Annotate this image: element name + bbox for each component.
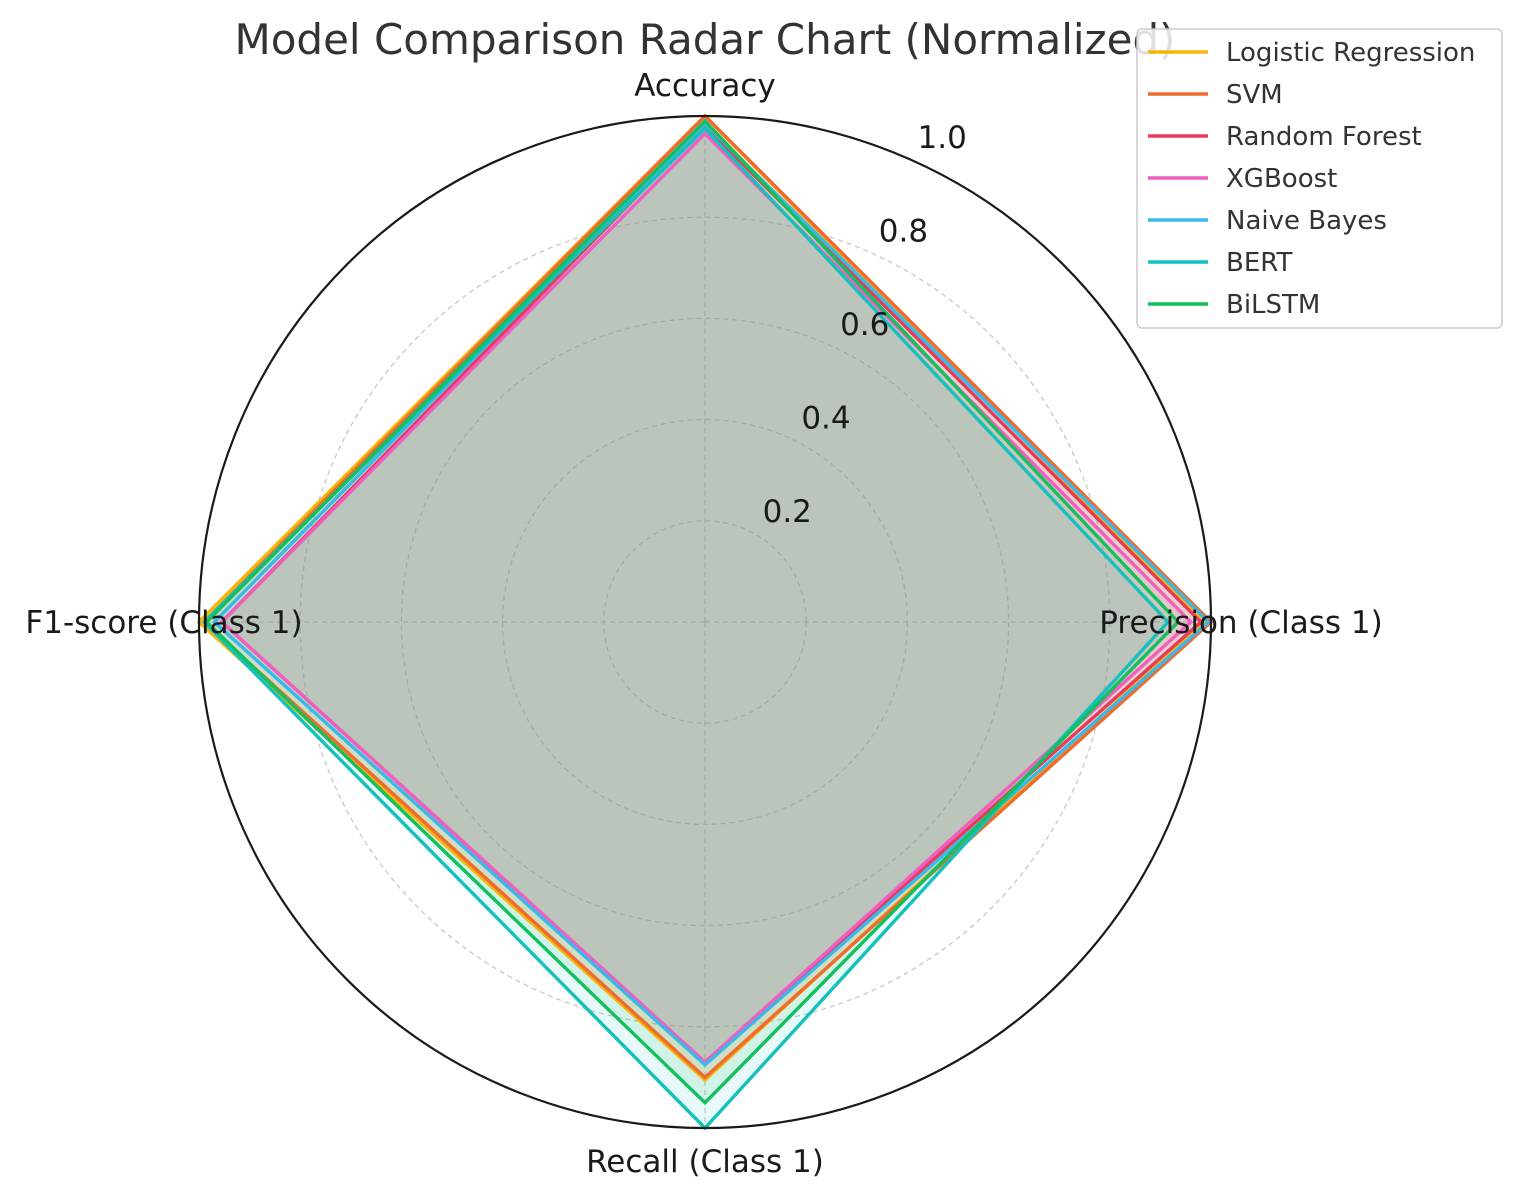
r-tick-label: 0.4	[801, 400, 850, 436]
legend-label: SVM	[1226, 80, 1283, 110]
r-tick-label: 0.8	[879, 213, 928, 249]
r-tick-label: 0.2	[763, 494, 812, 530]
series-line-svm	[201, 113, 1214, 1080]
series-line-naive-bayes	[211, 121, 1211, 1068]
outer-ring	[197, 114, 1213, 1130]
legend-label: Logistic Regression	[1226, 38, 1475, 68]
series-fill-xgboost	[221, 133, 1191, 1063]
axis-label-f1-score-class-1: F1-score (Class 1)	[25, 605, 302, 641]
legend-box	[1136, 28, 1503, 329]
series-line-bilstm	[204, 118, 1181, 1106]
legend-label: XGBoost	[1226, 164, 1337, 194]
legend-item-naive-bayes: Naive Bayes	[1148, 206, 1387, 236]
r-tick-label: 0.6	[840, 307, 889, 343]
axis-labels: Accuracy Precision (Class 1) Recall (Class…	[25, 68, 1382, 1180]
grid-layer	[199, 116, 1211, 1128]
series-fill-bilstm	[206, 121, 1179, 1103]
legend-label: BiLSTM	[1226, 290, 1320, 320]
legend-item-xgboost: XGBoost	[1148, 164, 1337, 194]
legend-label: Naive Bayes	[1226, 206, 1387, 236]
r-tick-label: 1.0	[918, 120, 967, 156]
series-fill-random-forest	[221, 126, 1201, 1063]
legend-item-random-forest: Random Forest	[1148, 122, 1422, 152]
axis-label-precision-class-1: Precision (Class 1)	[1099, 605, 1383, 641]
radial-tick-labels: 0.2 0.4 0.6 0.8 1.0	[763, 120, 967, 530]
axis-label-accuracy: Accuracy	[634, 68, 776, 104]
legend-label: BERT	[1226, 248, 1292, 278]
legend-item-logistic-regression: Logistic Regression	[1148, 38, 1475, 68]
grid-ring-3	[299, 216, 1111, 1028]
legend-item-svm: SVM	[1148, 80, 1283, 110]
legend-item-bert: BERT	[1148, 248, 1292, 278]
chart-title: Model Comparison Radar Chart (Normalized…	[234, 15, 1175, 64]
series-fill-layer	[199, 116, 1212, 1128]
series-line-xgboost	[219, 131, 1194, 1065]
grid-ring-2	[400, 317, 1010, 927]
legend: Logistic Regression SVM Random Forest XGBoo…	[1136, 28, 1503, 329]
axis-label-recall-class-1: Recall (Class 1)	[586, 1144, 824, 1180]
legend-item-bilstm: BiLSTM	[1148, 290, 1320, 320]
legend-items: Logistic Regression SVM Random Forest XGBoo…	[1148, 38, 1475, 320]
legend-label: Random Forest	[1226, 122, 1422, 152]
